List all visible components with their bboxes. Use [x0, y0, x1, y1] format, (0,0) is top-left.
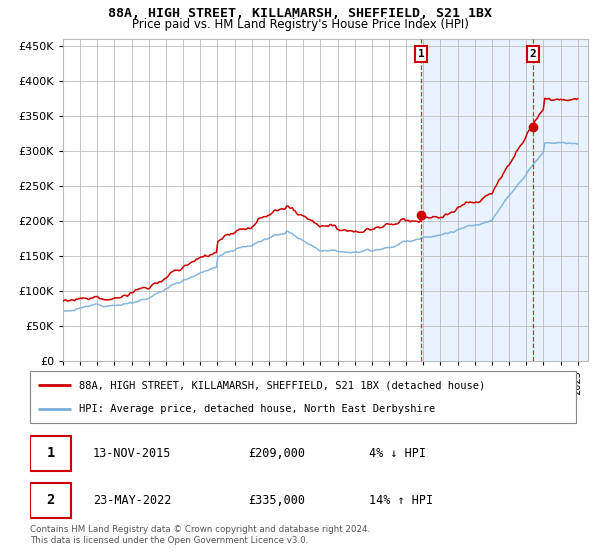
Text: 4% ↓ HPI: 4% ↓ HPI — [368, 447, 425, 460]
Text: 88A, HIGH STREET, KILLAMARSH, SHEFFIELD, S21 1BX: 88A, HIGH STREET, KILLAMARSH, SHEFFIELD,… — [108, 7, 492, 20]
FancyBboxPatch shape — [30, 483, 71, 518]
Text: £209,000: £209,000 — [248, 447, 305, 460]
Text: 13-NOV-2015: 13-NOV-2015 — [93, 447, 171, 460]
Text: 2: 2 — [529, 49, 536, 59]
Text: 1: 1 — [46, 446, 55, 460]
Text: 1: 1 — [418, 49, 424, 59]
Text: Contains HM Land Registry data © Crown copyright and database right 2024.
This d: Contains HM Land Registry data © Crown c… — [30, 525, 370, 545]
Text: 14% ↑ HPI: 14% ↑ HPI — [368, 494, 433, 507]
FancyBboxPatch shape — [30, 436, 71, 471]
FancyBboxPatch shape — [30, 371, 576, 423]
Bar — [421, 39, 588, 361]
Text: 23-MAY-2022: 23-MAY-2022 — [93, 494, 171, 507]
Text: £335,000: £335,000 — [248, 494, 305, 507]
Text: Price paid vs. HM Land Registry's House Price Index (HPI): Price paid vs. HM Land Registry's House … — [131, 18, 469, 31]
Text: 2: 2 — [46, 493, 55, 507]
Text: HPI: Average price, detached house, North East Derbyshire: HPI: Average price, detached house, Nort… — [79, 404, 436, 414]
Text: 88A, HIGH STREET, KILLAMARSH, SHEFFIELD, S21 1BX (detached house): 88A, HIGH STREET, KILLAMARSH, SHEFFIELD,… — [79, 380, 485, 390]
